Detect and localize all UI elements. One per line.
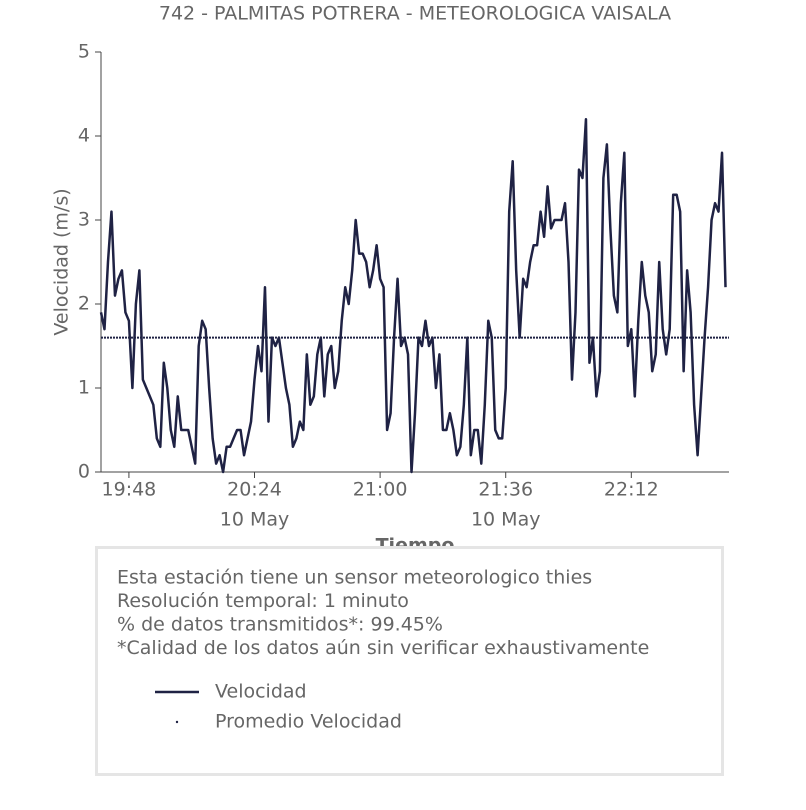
x-tick-label: 22:12 xyxy=(604,479,659,501)
info-text: Resolución temporal: 1 minuto xyxy=(117,590,409,612)
x-tick-label: 19:48 xyxy=(102,479,157,501)
legend-swatch xyxy=(175,720,179,724)
y-tick-label: 4 xyxy=(78,125,90,147)
y-axis-label: Velocidad (m/s) xyxy=(51,188,73,335)
y-tick-label: 0 xyxy=(78,461,90,483)
x-tick-date: 10 May xyxy=(220,509,290,531)
x-tick-label: 20:24 xyxy=(227,479,282,501)
legend-label: Promedio Velocidad xyxy=(215,711,402,733)
info-text: Esta estación tiene un sensor meteorolog… xyxy=(117,567,592,589)
info-box xyxy=(95,546,724,776)
data-line xyxy=(99,117,727,474)
y-tick-label: 3 xyxy=(78,209,90,231)
info-text: % de datos transmitidos*: 99.45% xyxy=(117,614,443,636)
legend-label: Velocidad xyxy=(215,681,307,703)
x-tick-date: 10 May xyxy=(471,509,541,531)
info-text: *Calidad de los datos aún sin verificar … xyxy=(117,637,649,659)
chart-title: 742 - PALMITAS POTRERA - METEOROLOGICA V… xyxy=(159,3,671,25)
y-tick-label: 2 xyxy=(78,293,90,315)
x-tick-label: 21:36 xyxy=(478,479,533,501)
y-tick-label: 1 xyxy=(78,377,90,399)
x-tick-label: 21:00 xyxy=(353,479,408,501)
y-tick-label: 5 xyxy=(78,41,90,63)
